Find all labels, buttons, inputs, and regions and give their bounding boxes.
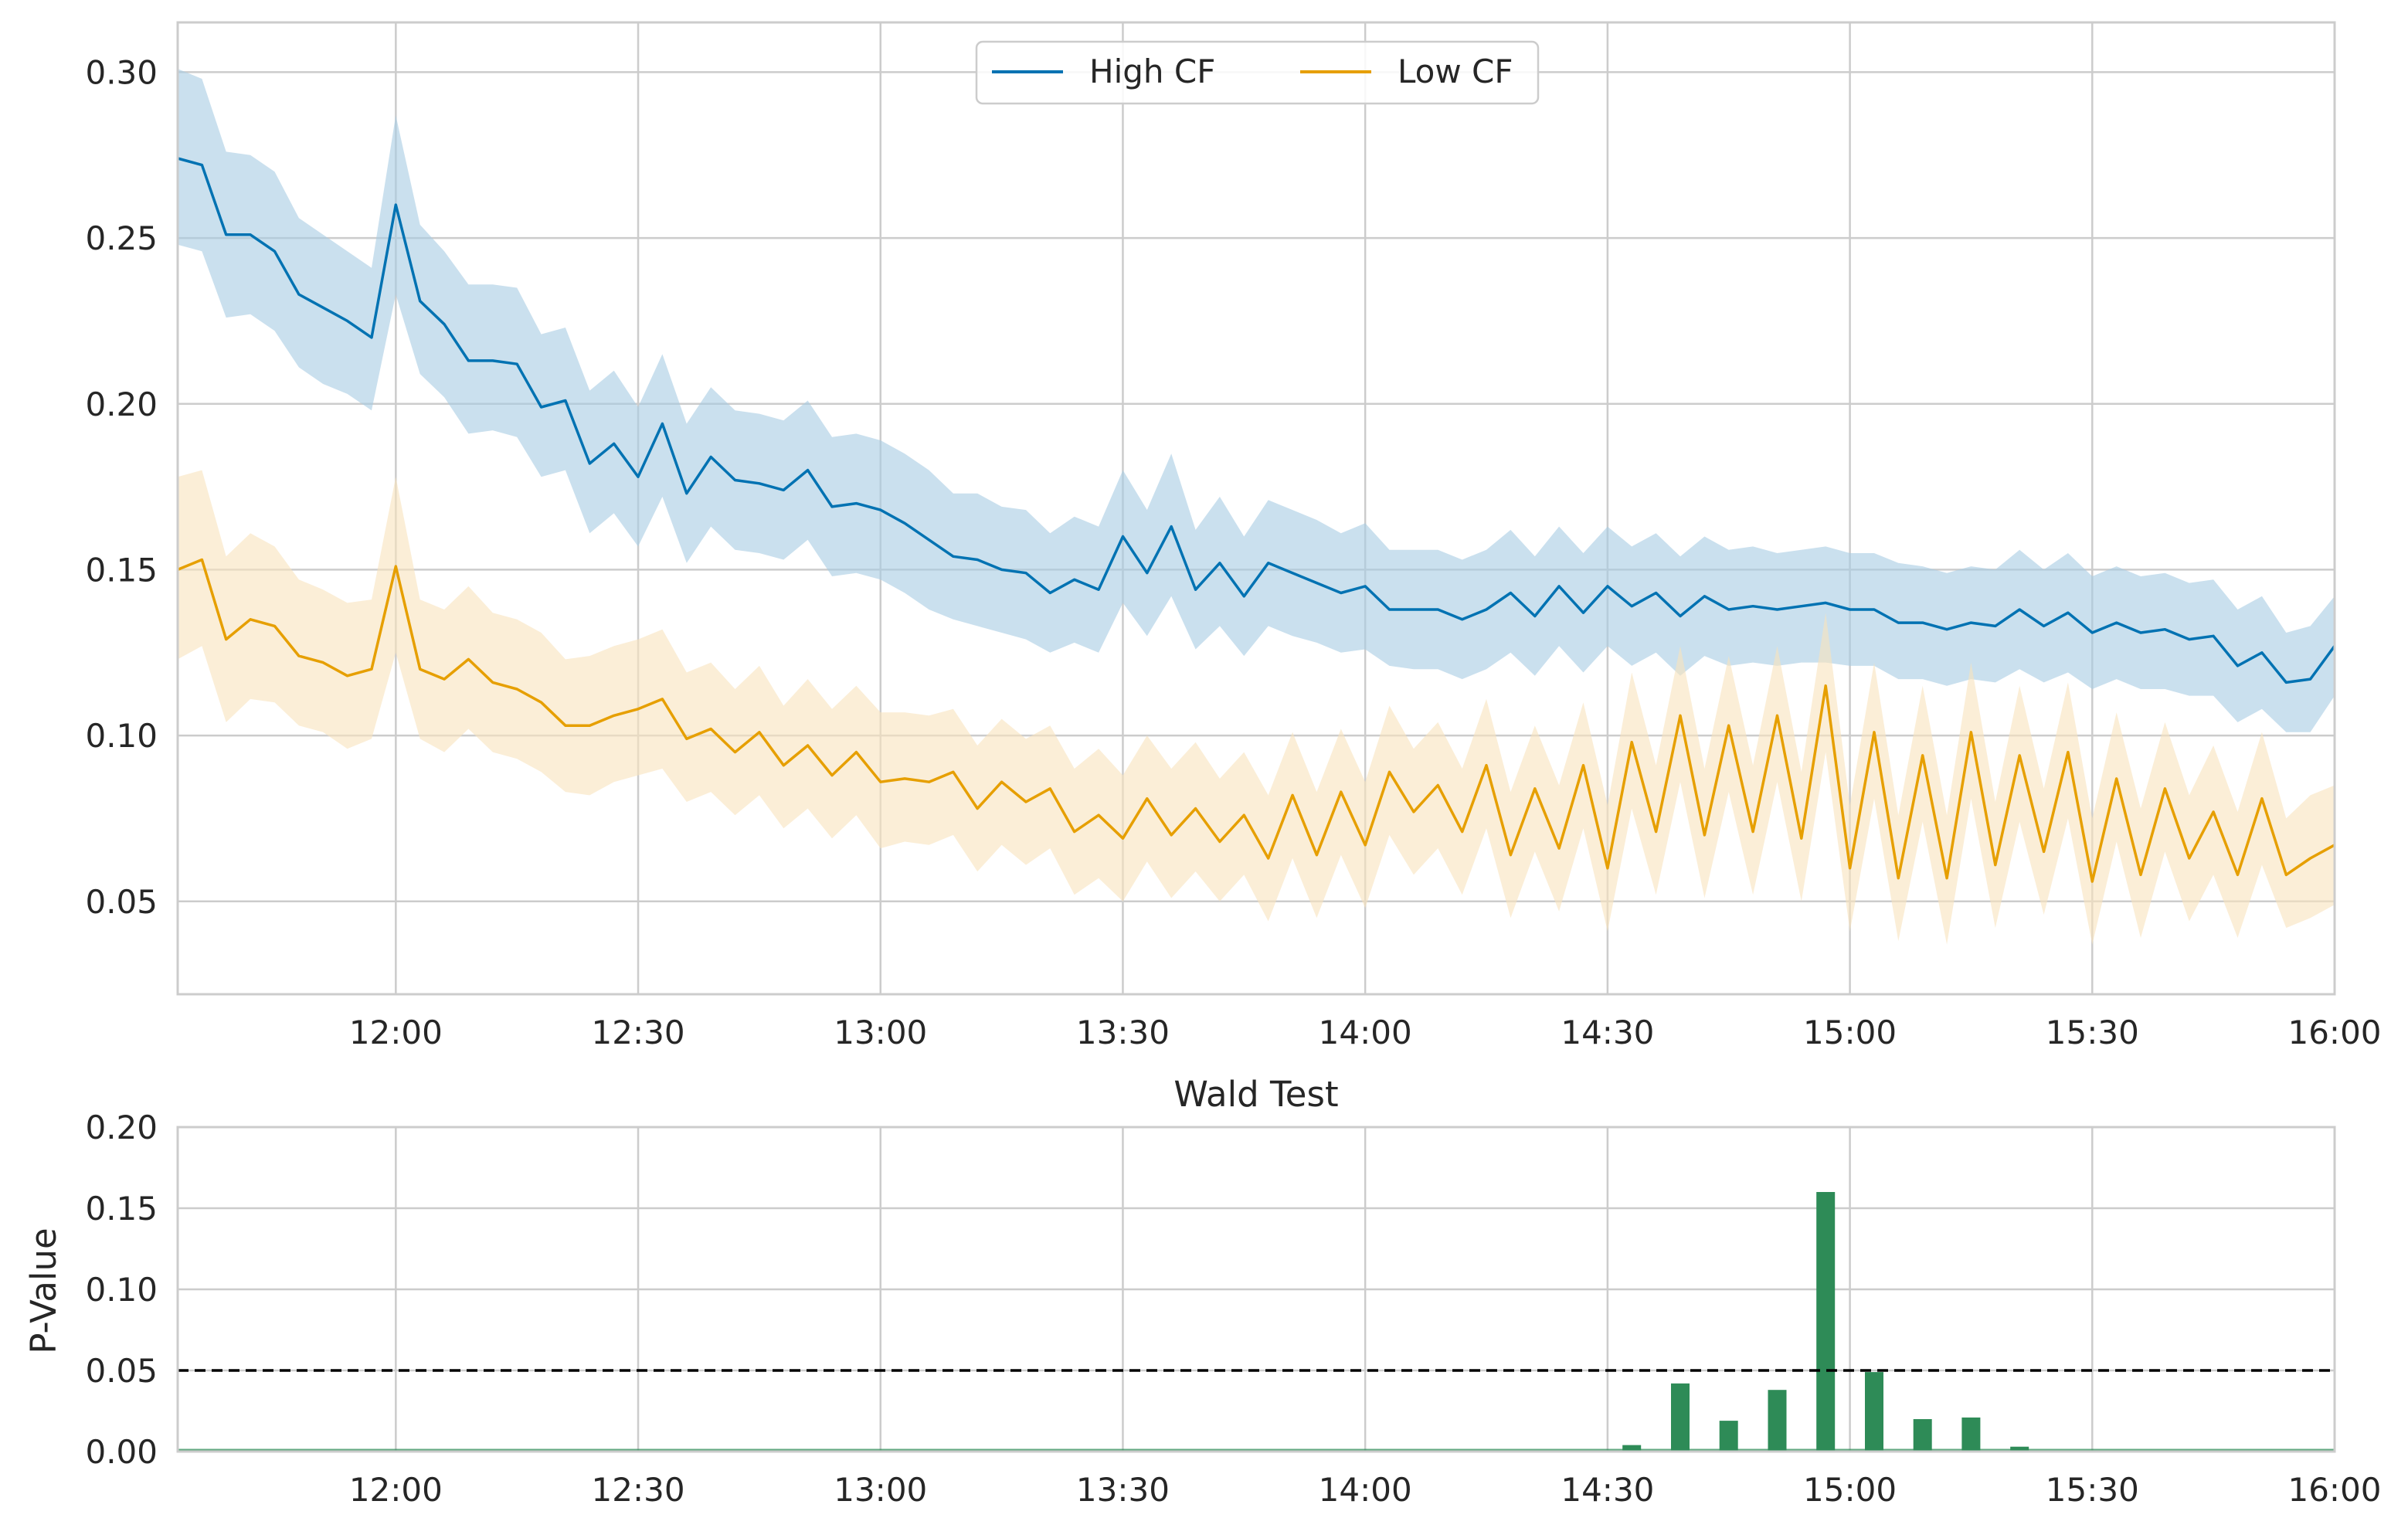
wald-x-tick-label: 15:00 [1803,1471,1897,1509]
wald-test-bar-chart: Wald Test P-Value 0.00 0.05 0.10 0.15 0.20 1… [23,1074,2382,1509]
low-cf-series-line [177,558,2335,883]
main-y-tick-label: 0.10 [85,717,158,755]
p-value-bar [1671,1383,1690,1452]
wald-x-tick-label: 13:30 [1076,1471,1170,1509]
wald-y-tick-label: 0.15 [85,1190,158,1228]
main-x-tick-label: 14:30 [1561,1014,1654,1051]
p-value-bar [1719,1421,1738,1452]
high-cf-confidence-band [178,69,2335,732]
main-chart-frame [176,21,2336,996]
main-line-chart: 0.05 0.10 0.15 0.20 0.25 0.30 12:00 12:30 13:00… [85,21,2382,1051]
confidence-bands [178,69,2335,945]
main-y-tick-label: 0.20 [85,385,158,423]
main-x-tick-label: 12:30 [592,1014,685,1051]
wald-y-tick-label: 0.00 [85,1433,158,1471]
legend-label-low-cf: Low CF [1398,53,1513,90]
wald-chart-grid [178,1126,2336,1453]
wald-x-tick-label: 15:30 [2046,1471,2139,1509]
wald-y-tick-label: 0.20 [85,1109,158,1146]
wald-y-tick-label: 0.05 [85,1352,158,1390]
wald-y-tick-labels: 0.00 0.05 0.10 0.15 0.20 [85,1109,158,1471]
wald-x-tick-labels: 12:00 12:30 13:00 13:30 14:00 14:30 15:00 15:30… [349,1471,2382,1509]
main-y-tick-label: 0.05 [85,883,158,921]
main-x-tick-label: 13:00 [834,1014,927,1051]
main-y-tick-label: 0.25 [85,219,158,257]
p-value-bar [1913,1419,1932,1452]
main-x-tick-label: 12:00 [349,1014,443,1051]
p-value-bar [1865,1372,1883,1452]
legend-label-high-cf: High CF [1089,53,1215,90]
wald-x-tick-label: 16:00 [2287,1471,2381,1509]
p-value-bar [1622,1445,1642,1452]
p-value-axis-label: P-Value [23,1228,64,1353]
high-cf-series-line [177,157,2336,684]
main-y-tick-labels: 0.05 0.10 0.15 0.20 0.25 0.30 [85,53,158,920]
wald-y-tick-label: 0.10 [85,1271,158,1309]
main-x-tick-label: 13:30 [1076,1014,1170,1051]
p-value-bar [1961,1417,1981,1452]
p-value-bar [1816,1192,1836,1452]
legend: High CF Low CF [975,40,1540,105]
main-y-tick-label: 0.30 [85,53,158,91]
legend-box [975,40,1540,105]
wald-test-title: Wald Test [1173,1074,1338,1115]
p-value-bar [2010,1446,2029,1452]
wald-x-tick-label: 12:30 [592,1471,685,1509]
wald-x-tick-label: 14:30 [1561,1471,1654,1509]
main-x-tick-label: 14:00 [1319,1014,1412,1051]
wald-x-tick-label: 13:00 [834,1471,927,1509]
main-x-tick-label: 15:30 [2046,1014,2139,1051]
low-cf-confidence-band [178,470,2335,945]
wald-x-tick-label: 14:00 [1319,1471,1412,1509]
main-x-tick-label: 16:00 [2287,1014,2381,1051]
wald-x-tick-label: 12:00 [349,1471,443,1509]
main-y-tick-label: 0.15 [85,551,158,589]
p-value-bars [178,1192,2335,1452]
main-x-tick-labels: 12:00 12:30 13:00 13:30 14:00 14:30 15:00 15:30… [349,1014,2382,1051]
series-lines [177,157,2336,883]
main-x-tick-label: 15:00 [1803,1014,1897,1051]
p-value-bar [1768,1390,1787,1452]
wald-chart-frame [176,1126,2336,1453]
